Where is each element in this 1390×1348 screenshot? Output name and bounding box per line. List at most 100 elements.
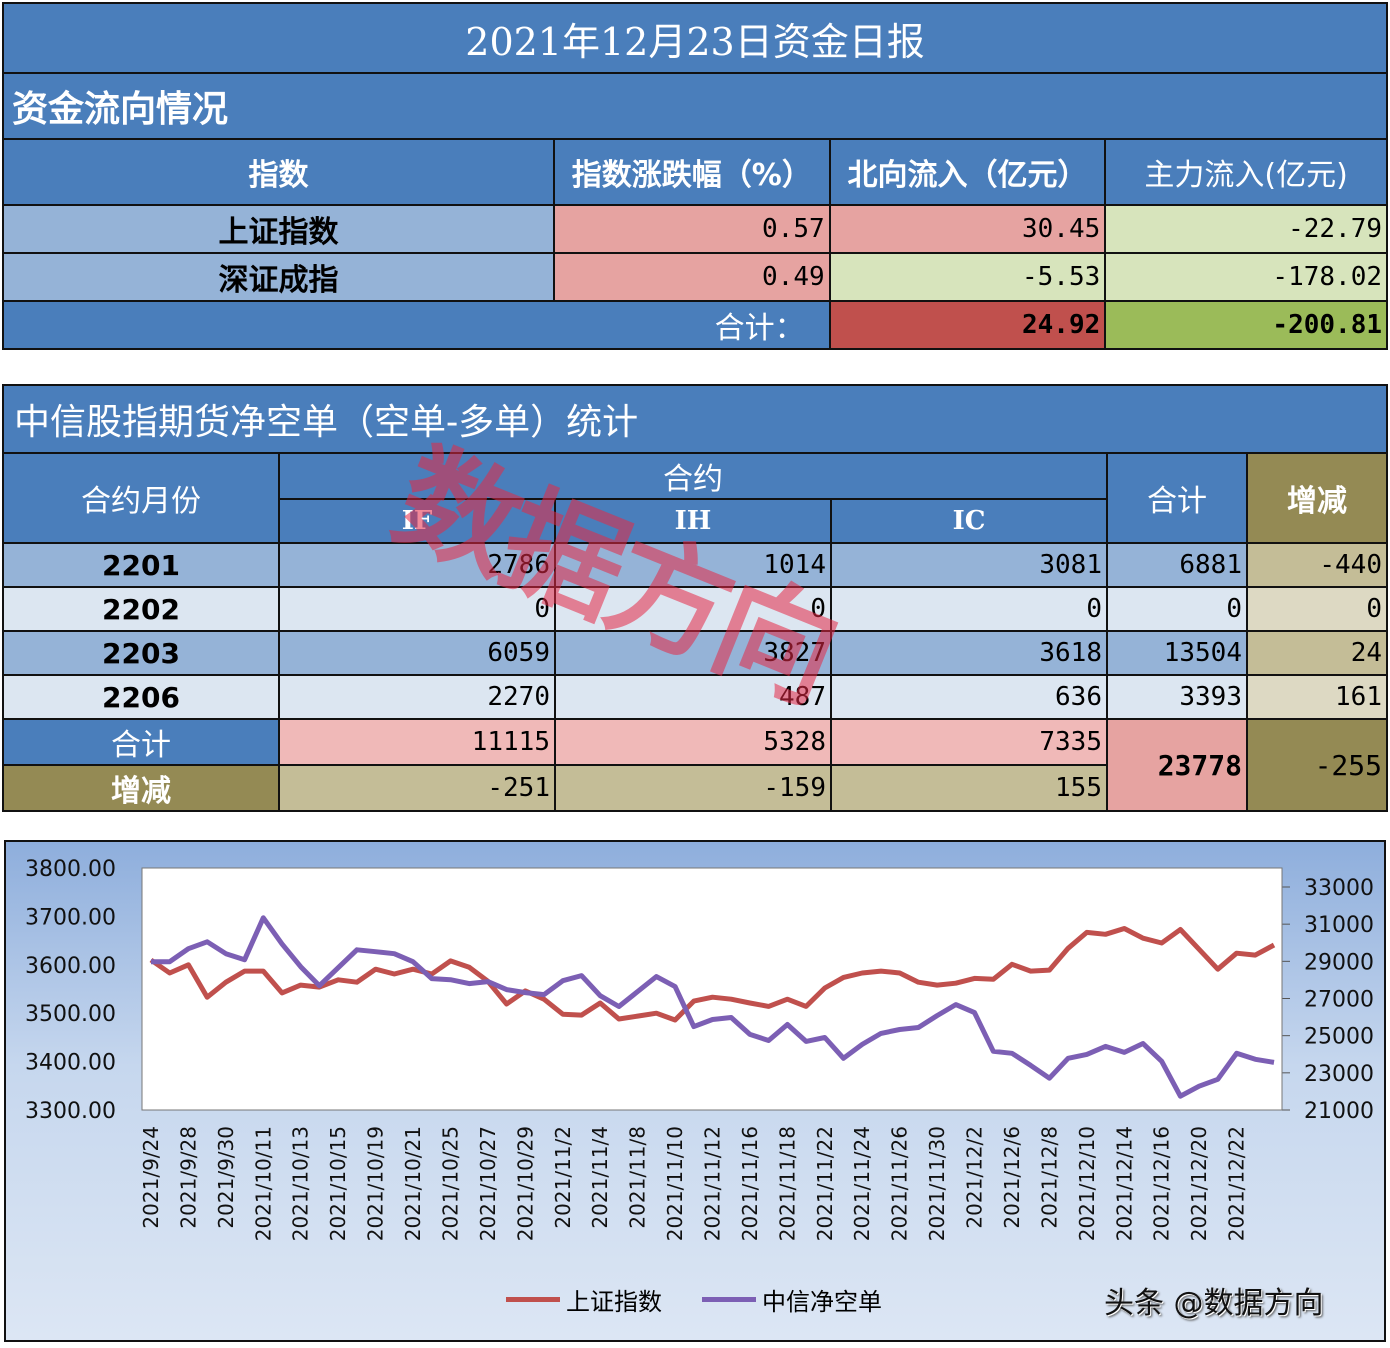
- x-tick-label: 2021/12/16: [1150, 1126, 1174, 1241]
- x-tick-label: 2021/11/8: [626, 1126, 650, 1229]
- header-contract-group: 合约: [278, 452, 1108, 500]
- legend-label-sse: 上证指数: [566, 1288, 662, 1316]
- y-right-tick-label: 21000: [1304, 1099, 1374, 1124]
- x-tick-label: 2021/12/10: [1075, 1126, 1099, 1241]
- x-tick-label: 2021/11/18: [775, 1126, 799, 1241]
- total-label: 合计：: [2, 300, 831, 350]
- futures-net-short-table: 中信股指期货净空单（空单-多单）统计 合约月份 合约 合计 增减 IF IH I…: [2, 384, 1388, 812]
- x-tick-label: 2021/11/30: [925, 1126, 949, 1241]
- ih-change: -159: [554, 764, 832, 812]
- table-row: 2206 2270 487 636 3393 161: [2, 674, 1388, 720]
- y-left-tick-label: 3300.00: [25, 1099, 116, 1124]
- net-short-line: [151, 915, 1275, 1099]
- x-tick-label: 2021/11/22: [813, 1126, 837, 1241]
- x-tick-label: 2021/10/15: [326, 1126, 350, 1241]
- x-tick-label: 2021/10/29: [513, 1126, 537, 1241]
- header-contract-month: 合约月份: [2, 452, 280, 544]
- y-right-tick-label: 25000: [1304, 1025, 1374, 1050]
- y-left-tick-label: 3500.00: [25, 1002, 116, 1027]
- x-tick-label: 2021/12/20: [1187, 1126, 1211, 1241]
- header-total: 合计: [1106, 452, 1248, 544]
- x-tick-label: 2021/11/26: [888, 1126, 912, 1241]
- legend-sse: 上证指数: [506, 1282, 662, 1317]
- x-tick-label: 2021/12/22: [1225, 1126, 1249, 1241]
- x-tick-label: 2021/9/24: [139, 1126, 163, 1229]
- flow-section-title: 资金流向情况: [2, 72, 1388, 140]
- grand-total: 23778: [1106, 718, 1248, 812]
- chart-canvas: 3800.00 3700.00 3600.00 3500.00 3400.00 3300.…: [25, 857, 1374, 1241]
- ic-value: 0: [830, 586, 1108, 632]
- header-if: IF: [278, 498, 556, 544]
- header-change-pct: 指数涨跌幅（%）: [553, 138, 831, 206]
- legend-label-net-short: 中信净空单: [762, 1288, 882, 1316]
- change-value: -440: [1246, 542, 1388, 588]
- x-tick-label: 2021/12/14: [1112, 1126, 1136, 1241]
- table-row: 上证指数 0.57 30.45 -22.79: [1, 204, 1388, 254]
- total-value: 0: [1106, 586, 1248, 632]
- x-tick-label: 2021/11/10: [663, 1126, 687, 1241]
- ih-value: 0: [554, 586, 832, 632]
- ih-value: 1014: [554, 542, 832, 588]
- main-force-value: -22.79: [1104, 204, 1388, 254]
- report-title: 2021年12月23日资金日报: [2, 2, 1388, 74]
- table-row: 深证成指 0.49 -5.53 -178.02: [1, 252, 1388, 302]
- x-tick-label: 2021/11/16: [738, 1126, 762, 1241]
- change-label: 增减: [2, 764, 280, 812]
- sum-row: 合计 11115 5328 7335 23778 -255: [2, 718, 1388, 812]
- header-main-force: 主力流入(亿元): [1104, 138, 1388, 206]
- northbound-value: 30.45: [828, 204, 1107, 254]
- plot-area: [141, 867, 1283, 1111]
- ic-value: 3618: [830, 630, 1108, 676]
- if-value: 2270: [278, 674, 556, 720]
- northbound-total: 24.92: [828, 300, 1107, 350]
- table-row: 2201 2786 1014 3081 6881 -440: [2, 542, 1388, 588]
- header-ih: IH: [554, 498, 832, 544]
- if-change: -251: [278, 764, 556, 812]
- ic-change: 155: [830, 764, 1108, 812]
- y-right-tick-label: 27000: [1304, 988, 1374, 1013]
- y-left-tick-label: 3600.00: [25, 954, 116, 979]
- if-sum: 11115: [278, 718, 556, 766]
- change-value: 24: [1246, 630, 1388, 676]
- main-force-value: -178.02: [1104, 252, 1388, 302]
- ic-value: 636: [830, 674, 1108, 720]
- y-left-tick-label: 3800.00: [25, 857, 116, 882]
- source-credit: 头条 @数据方向: [1104, 1286, 1324, 1321]
- change-pct-value: 0.57: [553, 204, 831, 254]
- legend-swatch-purple: [702, 1297, 756, 1302]
- x-tick-label: 2021/9/30: [214, 1126, 238, 1229]
- y-right-tick-label: 29000: [1304, 950, 1374, 975]
- contract-month: 2201: [2, 542, 280, 588]
- x-tick-label: 2021/11/4: [588, 1126, 612, 1229]
- x-tick-label: 2021/10/13: [289, 1126, 313, 1241]
- x-tick-label: 2021/9/28: [176, 1126, 200, 1229]
- x-tick-label: 2021/10/25: [438, 1126, 462, 1241]
- ic-value: 3081: [830, 542, 1108, 588]
- x-tick-label: 2021/10/27: [476, 1126, 500, 1241]
- y-left-tick-label: 3400.00: [25, 1051, 116, 1076]
- total-value: 13504: [1106, 630, 1248, 676]
- change-value: 0: [1246, 586, 1388, 632]
- x-tick-label: 2021/11/2: [551, 1126, 575, 1229]
- y-left-tick-label: 3700.00: [25, 905, 116, 930]
- line-chart: 3800.00 3700.00 3600.00 3500.00 3400.00 3300.…: [4, 840, 1386, 1342]
- header-index: 指数: [1, 138, 556, 206]
- header-northbound: 北向流入（亿元）: [828, 138, 1107, 206]
- change-value: 161: [1246, 674, 1388, 720]
- legend-net-short: 中信净空单: [702, 1282, 882, 1317]
- x-tick-label: 2021/10/19: [364, 1126, 388, 1241]
- y-right-tick-label: 31000: [1304, 913, 1374, 938]
- x-tick-label: 2021/12/2: [963, 1126, 987, 1229]
- index-name: 上证指数: [1, 204, 556, 254]
- table-row: 2203 6059 3827 3618 13504 24: [2, 630, 1388, 676]
- header-ic: IC: [830, 498, 1108, 544]
- ih-value: 3827: [554, 630, 832, 676]
- futures-section-title: 中信股指期货净空单（空单-多单）统计: [2, 384, 1388, 454]
- x-tick-label: 2021/10/21: [401, 1126, 425, 1241]
- northbound-value: -5.53: [828, 252, 1107, 302]
- x-tick-label: 2021/11/24: [850, 1126, 874, 1241]
- main-force-total: -200.81: [1104, 300, 1388, 350]
- if-value: 6059: [278, 630, 556, 676]
- total-row: 合计： 24.92 -200.81: [2, 300, 1388, 350]
- change-pct-value: 0.49: [553, 252, 831, 302]
